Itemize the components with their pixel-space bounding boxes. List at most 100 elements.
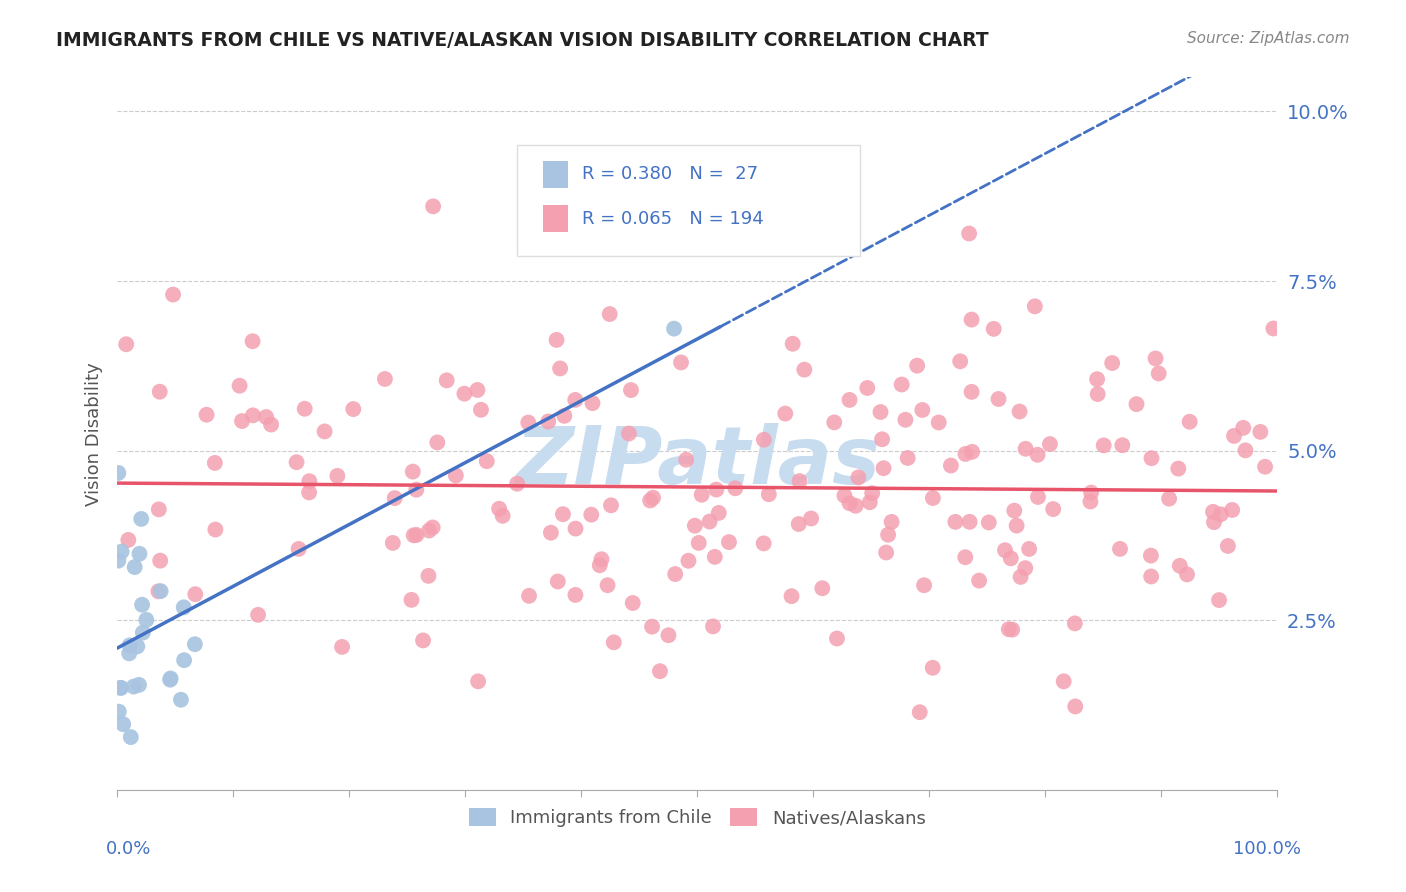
Point bbox=[823, 416, 845, 430]
Point bbox=[1024, 299, 1046, 313]
Point bbox=[453, 386, 475, 401]
Text: IMMIGRANTS FROM CHILE VS NATIVE/ALASKAN VISION DISABILITY CORRELATION CHART: IMMIGRANTS FROM CHILE VS NATIVE/ALASKAN … bbox=[56, 31, 988, 50]
Point bbox=[110, 681, 132, 695]
Point bbox=[546, 333, 568, 347]
Point bbox=[678, 554, 700, 568]
Point bbox=[987, 392, 1010, 406]
Point bbox=[872, 461, 894, 475]
Point bbox=[591, 552, 613, 566]
Point bbox=[838, 496, 860, 510]
Point bbox=[285, 455, 308, 469]
Point bbox=[897, 450, 920, 465]
Point bbox=[911, 403, 934, 417]
Point bbox=[922, 491, 945, 505]
Point bbox=[122, 680, 145, 694]
Point bbox=[1125, 397, 1147, 411]
Point bbox=[780, 589, 803, 603]
Point bbox=[848, 470, 870, 484]
Point bbox=[905, 359, 928, 373]
Point bbox=[793, 362, 815, 376]
Point bbox=[825, 632, 848, 646]
Point bbox=[939, 458, 962, 473]
Point bbox=[127, 640, 149, 654]
Point bbox=[314, 425, 336, 439]
Point bbox=[1254, 459, 1277, 474]
Point bbox=[581, 396, 603, 410]
Point bbox=[467, 383, 489, 397]
Point bbox=[107, 705, 129, 719]
Point bbox=[704, 483, 727, 497]
Point bbox=[928, 416, 950, 430]
Point bbox=[444, 468, 467, 483]
Point bbox=[1140, 549, 1163, 563]
Point bbox=[955, 550, 977, 565]
Point bbox=[800, 511, 823, 525]
Point bbox=[967, 574, 990, 588]
Point bbox=[983, 322, 1005, 336]
Point bbox=[131, 598, 153, 612]
Point bbox=[977, 516, 1000, 530]
Point bbox=[603, 635, 626, 649]
Point bbox=[1223, 429, 1246, 443]
Point bbox=[170, 692, 193, 706]
Point bbox=[957, 227, 980, 241]
Point bbox=[1063, 616, 1085, 631]
Point bbox=[707, 506, 730, 520]
Point bbox=[641, 620, 664, 634]
Point bbox=[287, 541, 309, 556]
Point bbox=[148, 502, 170, 516]
Point bbox=[242, 334, 264, 349]
Point bbox=[405, 483, 427, 497]
Point bbox=[960, 384, 983, 399]
Point bbox=[1144, 351, 1167, 366]
Point bbox=[107, 554, 129, 568]
Point bbox=[107, 466, 129, 480]
Point bbox=[254, 410, 277, 425]
Point bbox=[949, 354, 972, 368]
Point bbox=[789, 474, 811, 488]
Point bbox=[860, 486, 883, 500]
Point bbox=[1175, 567, 1198, 582]
Point bbox=[402, 465, 425, 479]
Point bbox=[384, 491, 406, 505]
Point bbox=[1249, 425, 1271, 439]
Point bbox=[643, 491, 665, 505]
Point bbox=[228, 378, 250, 392]
Point bbox=[1085, 372, 1108, 386]
Point bbox=[688, 536, 710, 550]
Point bbox=[418, 569, 440, 583]
Point bbox=[1202, 515, 1225, 529]
Point bbox=[412, 633, 434, 648]
Point bbox=[564, 588, 586, 602]
Point bbox=[657, 628, 679, 642]
Point bbox=[326, 468, 349, 483]
Point bbox=[117, 533, 139, 547]
Point bbox=[548, 361, 571, 376]
Point bbox=[955, 447, 977, 461]
Point bbox=[787, 516, 810, 531]
Point bbox=[422, 199, 444, 213]
Point bbox=[620, 383, 643, 397]
Point bbox=[540, 525, 562, 540]
Point bbox=[1001, 623, 1024, 637]
Point bbox=[405, 528, 427, 542]
Point bbox=[517, 589, 540, 603]
Point bbox=[617, 426, 640, 441]
Point bbox=[596, 578, 619, 592]
Point bbox=[621, 596, 644, 610]
Point bbox=[1147, 367, 1170, 381]
Text: 0.0%: 0.0% bbox=[105, 840, 150, 858]
Point bbox=[1101, 356, 1123, 370]
Point bbox=[260, 417, 283, 432]
Point bbox=[467, 674, 489, 689]
Text: R = 0.380   N =  27: R = 0.380 N = 27 bbox=[582, 165, 759, 184]
Point bbox=[834, 489, 856, 503]
Point bbox=[517, 416, 540, 430]
Point bbox=[683, 518, 706, 533]
Point bbox=[717, 535, 740, 549]
Point bbox=[703, 549, 725, 564]
Point bbox=[1042, 502, 1064, 516]
Point bbox=[648, 664, 671, 678]
Point bbox=[1010, 570, 1032, 584]
Text: 100.0%: 100.0% bbox=[1233, 840, 1301, 858]
